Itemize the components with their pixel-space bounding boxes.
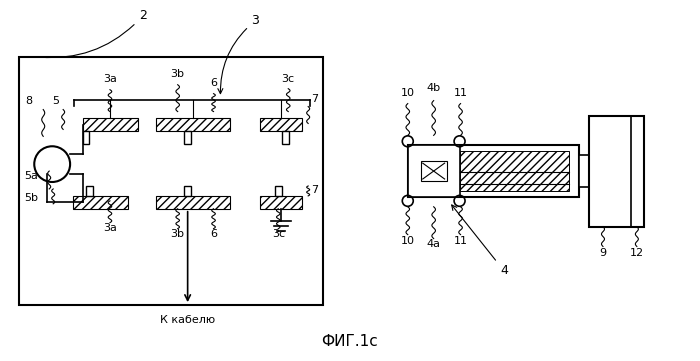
Text: 12: 12: [630, 248, 644, 258]
Text: 3b: 3b: [171, 229, 185, 239]
Text: 5a: 5a: [25, 171, 38, 181]
Bar: [156, 118, 230, 131]
Text: ФИГ.1с: ФИГ.1с: [321, 334, 379, 349]
Bar: [460, 151, 569, 191]
Bar: [408, 145, 579, 197]
Text: 8: 8: [26, 96, 33, 106]
Text: 6: 6: [210, 229, 217, 239]
Text: 3a: 3a: [103, 74, 117, 84]
Text: 11: 11: [454, 235, 468, 245]
Bar: [86, 186, 93, 196]
Bar: [83, 131, 89, 144]
Text: 4: 4: [452, 205, 508, 277]
Text: 5b: 5b: [25, 193, 38, 203]
Bar: [183, 131, 190, 144]
Text: 3a: 3a: [103, 223, 117, 232]
Bar: [260, 196, 302, 209]
Bar: [73, 196, 128, 209]
Text: 4a: 4a: [427, 239, 441, 249]
Bar: [275, 186, 282, 196]
Bar: [282, 131, 289, 144]
Text: 5: 5: [52, 96, 60, 106]
Bar: [260, 118, 302, 131]
Text: 7: 7: [312, 93, 318, 104]
Text: 9: 9: [599, 248, 607, 258]
Text: 11: 11: [454, 88, 468, 98]
Text: 3: 3: [218, 14, 259, 93]
Text: 10: 10: [401, 88, 415, 98]
Bar: [183, 186, 190, 196]
Text: 6: 6: [210, 78, 217, 88]
Bar: [83, 118, 138, 131]
Text: 3c: 3c: [281, 74, 295, 84]
Text: 3b: 3b: [171, 69, 185, 79]
Text: К кабелю: К кабелю: [160, 315, 215, 325]
Text: 3c: 3c: [272, 229, 285, 239]
Bar: [408, 145, 460, 197]
Bar: [589, 116, 644, 227]
Text: 2: 2: [40, 9, 147, 58]
Bar: [20, 57, 323, 305]
Bar: [579, 155, 589, 187]
Bar: [421, 161, 447, 181]
Text: 4b: 4b: [426, 83, 441, 93]
Bar: [156, 196, 230, 209]
Text: 7: 7: [312, 185, 318, 195]
Text: 10: 10: [401, 235, 415, 245]
